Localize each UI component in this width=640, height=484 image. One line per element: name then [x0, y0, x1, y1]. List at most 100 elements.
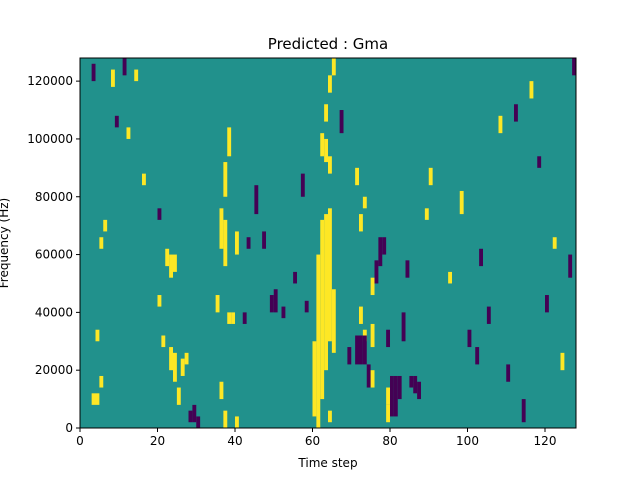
heatmap-cell — [560, 352, 565, 371]
heatmap-cell — [428, 167, 433, 186]
heatmap-cell — [142, 173, 146, 186]
heatmap-cell — [417, 381, 422, 400]
heatmap-cell — [99, 375, 104, 388]
heatmap-cell — [355, 335, 360, 365]
heatmap-cell — [355, 167, 360, 186]
plot-area — [79, 57, 577, 429]
heatmap-cell — [91, 393, 96, 405]
heatmap-cell — [386, 404, 391, 423]
x-tick-label: 80 — [382, 434, 397, 448]
heatmap-cell — [359, 306, 363, 324]
heatmap-cell — [386, 329, 391, 348]
x-tick-label: 20 — [150, 434, 165, 448]
y-axis-ticks: 0 20000 40000 60000 80000 100000 120000 — [27, 74, 80, 435]
heatmap-cell — [370, 370, 375, 388]
heatmap-cell — [537, 156, 542, 168]
heatmap-cell — [324, 104, 329, 122]
heatmap-cell — [324, 138, 329, 163]
heatmap-cell — [324, 214, 329, 371]
y-axis-label: Frequency (Hz) — [0, 198, 11, 289]
heatmap-cells — [91, 58, 577, 428]
heatmap-cell — [413, 375, 418, 394]
x-axis-label: Time step — [297, 456, 357, 470]
x-tick-label: 0 — [76, 434, 84, 448]
heatmap-cell — [223, 410, 228, 428]
x-tick-label: 100 — [456, 434, 479, 448]
y-tick-label: 20000 — [35, 363, 73, 377]
heatmap-cell — [514, 104, 518, 122]
heatmap-cell — [262, 231, 267, 249]
heatmap-cell — [498, 115, 503, 134]
heatmap-cell — [184, 352, 189, 365]
heatmap-cell — [386, 387, 391, 405]
y-tick-label: 80000 — [35, 190, 73, 204]
heatmap-cell — [328, 208, 332, 342]
heatmap-cell — [328, 75, 332, 93]
heatmap-cell — [339, 110, 344, 134]
heatmap-cell — [176, 387, 181, 405]
heatmap-cell — [223, 219, 228, 267]
heatmap-cell — [227, 127, 232, 157]
heatmap-cell — [370, 323, 375, 348]
heatmap-cell — [111, 69, 115, 87]
heatmap-cell — [246, 237, 251, 249]
x-axis-ticks: 0 20 40 60 80 100 120 — [76, 428, 556, 448]
heatmap-cell — [328, 156, 332, 174]
heatmap-cell — [312, 341, 317, 417]
heatmap-cell — [552, 237, 557, 249]
heatmap-cell — [254, 185, 259, 215]
plot-frame — [79, 57, 577, 429]
heatmap-cell — [281, 306, 286, 319]
heatmap-cell — [424, 208, 429, 220]
heatmap-cell — [103, 219, 108, 232]
heatmap-cell — [529, 81, 534, 99]
y-tick-label: 100000 — [27, 132, 73, 146]
heatmap-cell — [99, 237, 104, 249]
y-tick-label: 120000 — [27, 74, 73, 88]
heatmap-cell — [134, 69, 139, 82]
heatmap-cell — [173, 254, 177, 272]
heatmap-cell — [192, 404, 197, 423]
heatmap-cell — [397, 375, 402, 400]
heatmap-cell — [219, 208, 224, 249]
heatmap-cell — [331, 58, 336, 76]
heatmap-cell — [347, 347, 352, 365]
heatmap-cell — [300, 173, 305, 197]
y-tick-label: 0 — [65, 421, 73, 435]
heatmap-cell — [475, 347, 480, 365]
heatmap-cell — [479, 248, 484, 267]
heatmap-cell — [378, 237, 383, 267]
heatmap-cell — [188, 410, 193, 423]
heatmap-cell — [486, 306, 491, 324]
heatmap-cell — [227, 312, 232, 324]
heatmap-cell — [316, 254, 321, 428]
heatmap-cell — [370, 277, 375, 296]
chart-title: Predicted : Gma — [268, 35, 388, 53]
heatmap-cell — [122, 58, 127, 76]
heatmap-cell — [269, 295, 274, 313]
heatmap-cell — [374, 260, 379, 284]
heatmap-cell — [173, 352, 177, 382]
heatmap-cell — [459, 190, 464, 215]
heatmap-cell — [320, 219, 325, 400]
heatmap-cell — [235, 231, 239, 255]
heatmap-cell — [169, 254, 174, 278]
heatmap-cell — [401, 312, 406, 342]
heatmap-cell — [545, 295, 549, 313]
heatmap-cell — [157, 295, 162, 307]
heatmap-cell — [219, 381, 224, 400]
heatmap-cell — [223, 162, 228, 197]
x-tick-label: 120 — [534, 434, 557, 448]
heatmap-cell — [362, 335, 367, 365]
heatmap-cell — [409, 375, 414, 388]
heatmap-cell — [467, 329, 472, 348]
heatmap-cell — [320, 133, 325, 157]
heatmap-cell — [126, 127, 131, 139]
heatmap-cell — [521, 399, 526, 423]
heatmap-cell — [359, 214, 363, 232]
heatmap-cell — [304, 300, 309, 313]
heatmap-cell — [114, 115, 119, 128]
heatmap-cell — [359, 335, 363, 365]
